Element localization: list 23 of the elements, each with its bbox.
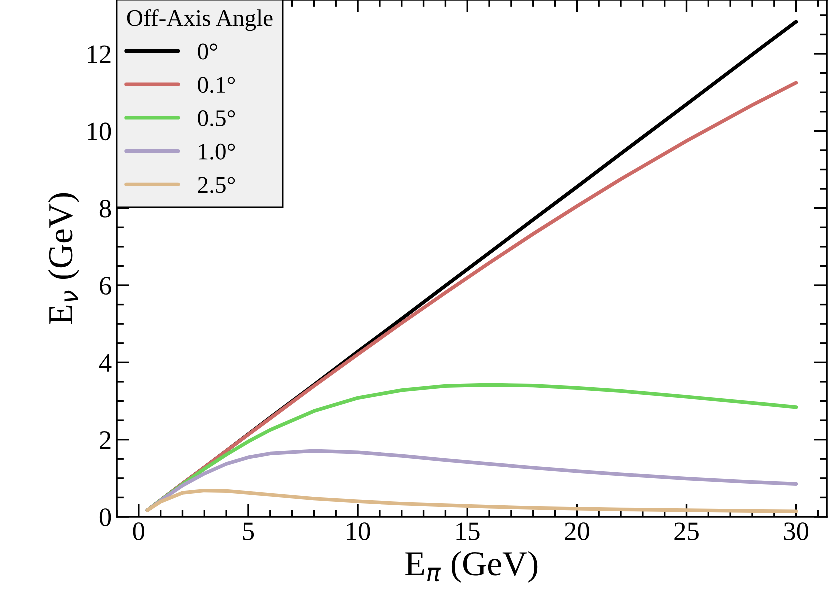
y-tick-label: 2 bbox=[100, 432, 111, 449]
x-tick-label: 25 bbox=[674, 522, 699, 540]
x-tick-label: 15 bbox=[456, 522, 480, 540]
x-tick-label: 30 bbox=[784, 522, 809, 540]
x-tick-label: 10 bbox=[347, 522, 370, 540]
y-tick-label: 8 bbox=[100, 200, 112, 218]
x-tick-label: 0 bbox=[133, 522, 145, 540]
legend-label: 0.1° bbox=[198, 77, 236, 94]
y-tick-label: 6 bbox=[100, 277, 112, 295]
x-axis-title: E$_{π}$ (GeV) bbox=[406, 551, 538, 583]
legend-label: 0.5° bbox=[198, 110, 236, 127]
legend-label: 2.5° bbox=[198, 177, 236, 194]
legend-label: 0° bbox=[198, 44, 218, 60]
line-series bbox=[146, 488, 798, 514]
y-tick-label: 4 bbox=[99, 354, 112, 372]
legend-title: Off-Axis Angle bbox=[127, 9, 273, 32]
y-tick-label: 10 bbox=[88, 122, 112, 141]
x-tick-label: 5 bbox=[243, 522, 254, 540]
y-tick-label: 12 bbox=[88, 46, 111, 64]
y-tick-label: 0 bbox=[100, 508, 112, 526]
legend-label: 1.0° bbox=[199, 144, 236, 160]
y-axis-title: E$_{ν}$ (GeV) bbox=[48, 193, 80, 324]
x-tick-label: 20 bbox=[565, 522, 590, 540]
